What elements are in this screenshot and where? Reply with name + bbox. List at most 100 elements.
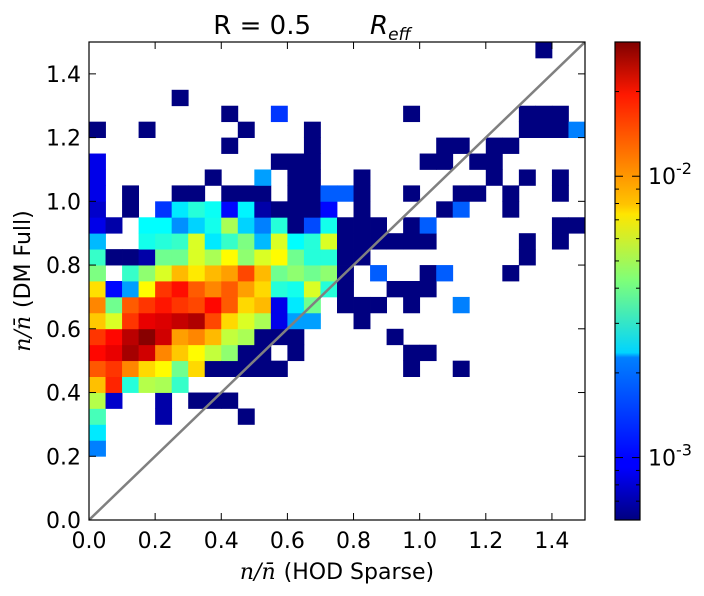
- heatmap-cell: [204, 296, 222, 314]
- heatmap-cell: [89, 249, 106, 266]
- heatmap-cell: [270, 201, 288, 218]
- heatmap-cell: [518, 169, 536, 186]
- heatmap-cell: [122, 360, 139, 377]
- y-axis-title: n/n̄ (DM Full): [11, 210, 36, 351]
- heatmap-cell: [337, 281, 354, 298]
- heatmap-cell: [221, 344, 239, 362]
- heatmap-cell: [370, 296, 387, 314]
- heatmap-cell: [138, 217, 156, 234]
- heatmap-cell: [105, 281, 123, 298]
- heatmap-cell: [171, 265, 189, 282]
- heatmap-cell: [122, 376, 139, 393]
- heatmap-cell: [188, 360, 206, 377]
- heatmap-cell: [551, 233, 569, 250]
- x-axis-title: n/n̄ (HOD Sparse): [240, 560, 434, 585]
- heatmap-cell: [204, 328, 222, 346]
- heatmap-cell: [287, 201, 305, 218]
- heatmap-cell: [138, 376, 156, 393]
- heatmap-cell: [320, 217, 338, 234]
- heatmap-cell: [287, 217, 305, 234]
- heatmap-cell: [419, 265, 437, 282]
- heatmap-cell: [171, 201, 189, 218]
- heatmap-cell: [518, 233, 536, 250]
- heatmap-cell: [270, 312, 288, 330]
- heatmap-cells: [89, 42, 585, 457]
- heatmap-cell: [155, 217, 173, 234]
- heatmap-cell: [237, 265, 255, 282]
- heatmap-cell: [122, 312, 139, 330]
- heatmap-cell: [155, 312, 173, 330]
- heatmap-cell: [303, 169, 321, 186]
- heatmap-cell: [105, 392, 123, 409]
- heatmap-cell: [237, 233, 255, 250]
- heatmap-cell: [105, 328, 123, 346]
- x-axis-ticks: 0.0 0.2 0.4 0.6 0.8 1.0 1.2 1.4: [72, 42, 569, 554]
- heatmap-cell: [171, 344, 189, 362]
- heatmap-cell: [237, 312, 255, 330]
- x-tick-label: 1.2: [468, 529, 503, 554]
- heatmap-cell: [237, 185, 255, 202]
- x-axis-title-text: (HOD Sparse): [284, 560, 434, 585]
- heatmap-cell: [105, 360, 123, 377]
- heatmap-cell: [204, 344, 222, 362]
- heatmap-cell: [89, 424, 106, 441]
- heatmap-cell: [188, 233, 206, 250]
- heatmap-cell: [171, 328, 189, 346]
- heatmap-cell: [204, 233, 222, 250]
- heatmap-cell: [254, 233, 272, 250]
- heatmap-cell: [287, 185, 305, 202]
- heatmap-cell: [237, 328, 255, 346]
- heatmap-cell: [353, 201, 371, 218]
- heatmap-cell: [419, 217, 437, 234]
- heatmap-cell: [171, 89, 189, 107]
- x-tick-label: 0.6: [270, 529, 305, 554]
- heatmap-cell: [138, 328, 156, 346]
- heatmap-cell: [270, 153, 288, 170]
- heatmap-cell: [270, 249, 288, 266]
- x-tick-label: 0.2: [138, 529, 173, 554]
- heatmap-cell: [551, 185, 569, 202]
- heatmap-cell: [303, 312, 321, 330]
- y-axis-title-text: (DM Full): [11, 210, 36, 308]
- heatmap-cell: [89, 392, 106, 409]
- heatmap-cell: [386, 281, 404, 298]
- heatmap-cell: [287, 169, 305, 186]
- heatmap-cell: [89, 169, 106, 186]
- x-tick-label: 0.8: [336, 529, 371, 554]
- heatmap-cell: [221, 281, 239, 298]
- heatmap-cell: [204, 249, 222, 266]
- heatmap-cell: [320, 265, 338, 282]
- heatmap-cell: [287, 153, 305, 170]
- heatmap-cell: [237, 249, 255, 266]
- heatmap-cell: [386, 233, 404, 250]
- y-axis-title-math: n/n̄: [11, 316, 36, 352]
- heatmap-cell: [303, 201, 321, 218]
- x-tick-label: 1.0: [402, 529, 437, 554]
- heatmap-cell: [535, 121, 553, 138]
- heatmap-cell: [254, 169, 272, 186]
- heatmap-cell: [188, 344, 206, 362]
- heatmap-cell: [303, 217, 321, 234]
- heatmap-cell: [270, 265, 288, 282]
- x-axis-title-math: n/n̄: [240, 560, 276, 585]
- heatmap-cell: [122, 185, 139, 202]
- heatmap-cell: [237, 201, 255, 218]
- heatmap-cell: [171, 376, 189, 393]
- heatmap-cell: [221, 312, 239, 330]
- heatmap-cell: [221, 185, 239, 202]
- one-to-one-line: [89, 42, 585, 520]
- heatmap-cell: [221, 233, 239, 250]
- heatmap-cell: [89, 217, 106, 234]
- heatmap-cell: [89, 408, 106, 425]
- heatmap-cell: [221, 328, 239, 346]
- heatmap-cell: [254, 185, 272, 202]
- heatmap-cell: [287, 233, 305, 250]
- heatmap-cell: [221, 105, 239, 123]
- y-tick-label: 0.0: [46, 509, 81, 534]
- y-axis-ticks: 0.0 0.2 0.4 0.6 0.8 1.0 1.2 1.4: [46, 63, 585, 534]
- heatmap-cell: [155, 360, 173, 377]
- heatmap-cell: [502, 201, 520, 218]
- colorbar-frame: [614, 41, 641, 521]
- heatmap-cell: [403, 233, 421, 250]
